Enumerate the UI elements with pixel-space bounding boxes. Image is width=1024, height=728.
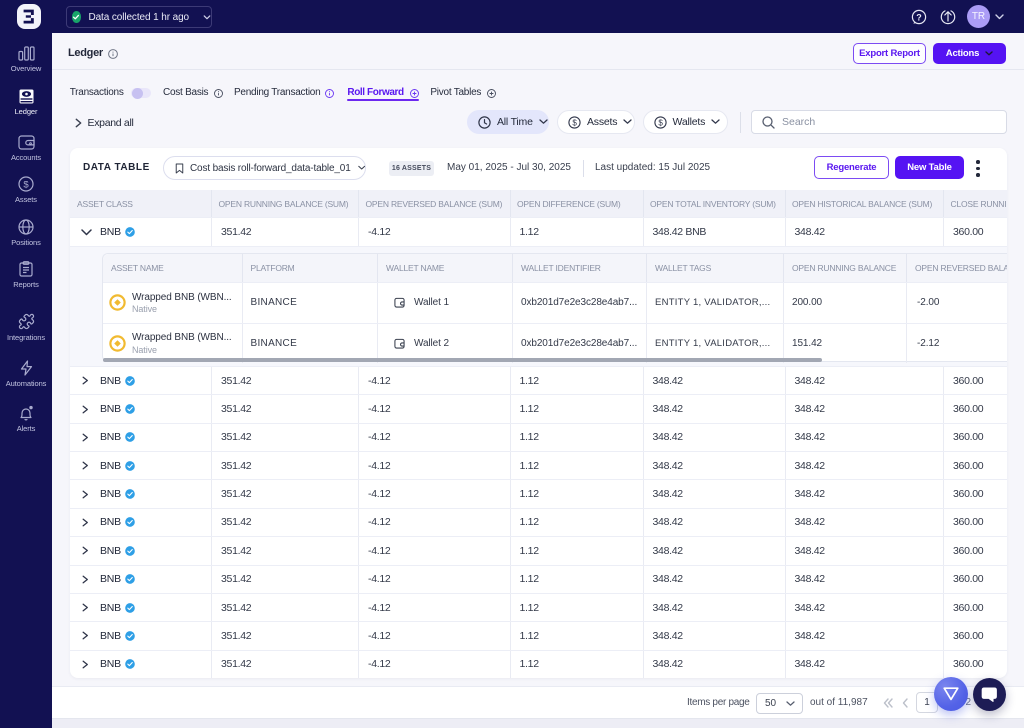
- svg-text:$: $: [23, 180, 29, 191]
- svg-text:$: $: [658, 118, 663, 127]
- svg-text:?: ?: [916, 12, 922, 22]
- svg-text:$: $: [572, 118, 577, 127]
